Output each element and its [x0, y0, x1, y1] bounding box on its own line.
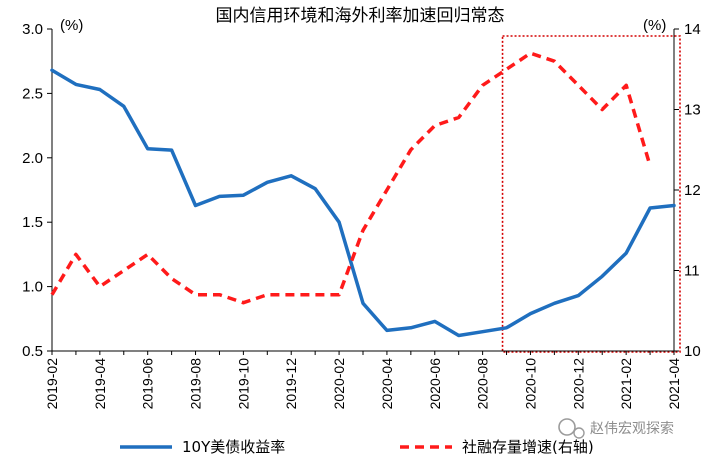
- x-tick-label: 2020-10: [522, 358, 538, 410]
- x-tick-label: 2020-12: [570, 358, 586, 410]
- legend-label-treasury: 10Y美债收益率: [182, 438, 285, 456]
- right-tick-label: 11: [684, 263, 700, 280]
- watermark-text: 赵伟宏观探索: [590, 420, 674, 437]
- left-tick-label: 2.0: [22, 150, 43, 167]
- series-line-treasury-yield: [50, 68, 676, 338]
- left-tick-label: 2.5: [22, 85, 43, 102]
- x-tick-label: 2020-04: [379, 358, 395, 410]
- left-tick-label: 1.0: [22, 279, 43, 296]
- x-tick-label: 2019-08: [188, 358, 204, 410]
- watermark-icon: [558, 418, 576, 436]
- x-tick-label: 2020-02: [331, 358, 347, 410]
- x-tick-label: 2019-04: [92, 358, 108, 410]
- x-tick-label: 2020-06: [427, 358, 443, 410]
- right-tick-label: 12: [684, 182, 701, 199]
- chart-title: 国内信用环境和海外利率加速回归常态: [216, 6, 505, 26]
- left-tick-label: 1.5: [22, 214, 43, 231]
- x-tick-label: 2019-10: [235, 358, 251, 410]
- x-tick-label: 2021-04: [666, 358, 682, 410]
- axes: 0.5 1.0 1.5 2.0 2.5 3.0 10 11 12 13 14 2019-02 2019-…: [22, 21, 701, 409]
- series-line-tsf-growth: [50, 51, 652, 305]
- x-tick-label: 2020-08: [475, 358, 491, 410]
- right-tick-label: 13: [684, 102, 701, 119]
- watermark: 赵伟宏观探索: [558, 418, 674, 439]
- right-tick-label: 10: [684, 343, 701, 360]
- left-tick-label: 0.5: [22, 343, 43, 360]
- right-tick-label: 14: [684, 21, 701, 38]
- watermark-icon-dot: [573, 427, 585, 439]
- x-tick-label: 2019-06: [140, 358, 156, 410]
- series-lines: [50, 51, 676, 338]
- highlight-box: [501, 35, 681, 353]
- x-tick-label: 2021-02: [618, 358, 634, 410]
- x-tick-label: 2019-02: [44, 358, 60, 410]
- left-axis-unit: (%): [60, 17, 83, 34]
- highlight-rect: [501, 35, 681, 353]
- right-axis-unit: (%): [643, 17, 666, 34]
- legend: 10Y美债收益率 社融存量增速(右轴): [120, 438, 594, 456]
- x-tick-label: 2019-12: [283, 358, 299, 410]
- legend-label-tsf: 社融存量增速(右轴): [462, 438, 594, 456]
- left-tick-label: 3.0: [22, 21, 43, 38]
